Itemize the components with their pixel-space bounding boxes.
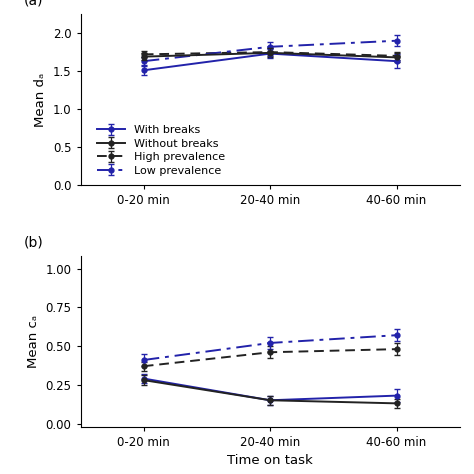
- Text: (a): (a): [24, 0, 43, 8]
- Y-axis label: Mean dₐ: Mean dₐ: [35, 73, 47, 127]
- X-axis label: Time on task: Time on task: [228, 454, 313, 467]
- Y-axis label: Mean cₐ: Mean cₐ: [27, 315, 40, 368]
- Text: (b): (b): [24, 236, 44, 249]
- Legend: With breaks, Without breaks, High prevalence, Low prevalence: With breaks, Without breaks, High preval…: [94, 122, 228, 179]
